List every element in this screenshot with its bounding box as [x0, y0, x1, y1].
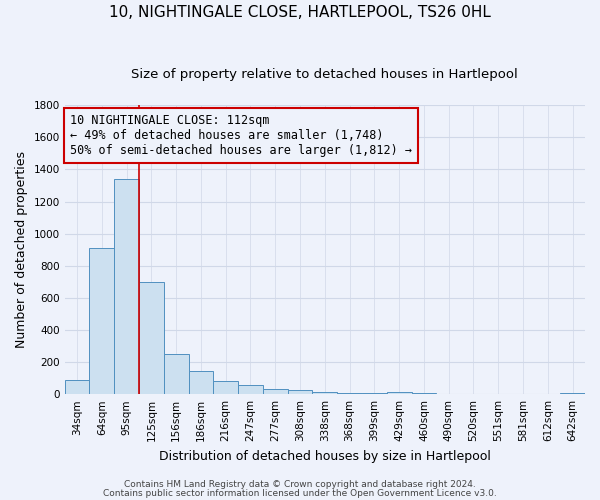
Bar: [164, 354, 188, 394]
Bar: [89, 248, 114, 394]
Text: Contains HM Land Registry data © Crown copyright and database right 2024.: Contains HM Land Registry data © Crown c…: [124, 480, 476, 489]
Text: 10 NIGHTINGALE CLOSE: 112sqm
← 49% of detached houses are smaller (1,748)
50% of: 10 NIGHTINGALE CLOSE: 112sqm ← 49% of de…: [70, 114, 412, 157]
Bar: [287, 390, 313, 394]
Bar: [139, 282, 164, 394]
Bar: [238, 386, 263, 394]
Bar: [188, 371, 214, 394]
Bar: [313, 392, 337, 394]
Text: Contains public sector information licensed under the Open Government Licence v3: Contains public sector information licen…: [103, 488, 497, 498]
Bar: [337, 392, 362, 394]
Text: 10, NIGHTINGALE CLOSE, HARTLEPOOL, TS26 0HL: 10, NIGHTINGALE CLOSE, HARTLEPOOL, TS26 …: [109, 5, 491, 20]
Bar: [387, 392, 412, 394]
X-axis label: Distribution of detached houses by size in Hartlepool: Distribution of detached houses by size …: [159, 450, 491, 462]
Y-axis label: Number of detached properties: Number of detached properties: [15, 151, 28, 348]
Title: Size of property relative to detached houses in Hartlepool: Size of property relative to detached ho…: [131, 68, 518, 80]
Bar: [65, 380, 89, 394]
Bar: [214, 382, 238, 394]
Bar: [114, 179, 139, 394]
Bar: [263, 390, 287, 394]
